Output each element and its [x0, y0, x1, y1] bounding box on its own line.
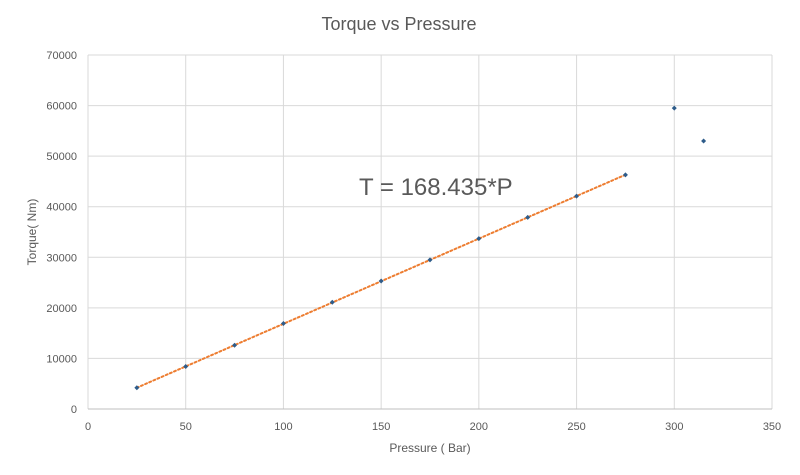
- y-tick-label: 0: [71, 404, 77, 416]
- data-point: [701, 138, 707, 144]
- x-tick-label: 300: [665, 421, 683, 433]
- x-tick-label: 150: [372, 421, 390, 433]
- y-axis-label: Torque( Nm): [25, 199, 39, 266]
- data-point: [232, 342, 238, 348]
- y-tick-label: 20000: [46, 303, 77, 315]
- data-point: [574, 193, 580, 199]
- data-point: [329, 299, 335, 305]
- y-tick-label: 60000: [46, 101, 77, 113]
- y-axis-ticks: 0 10000 20000 30000 40000 50000 60000 70000: [46, 50, 77, 416]
- x-tick-label: 100: [274, 421, 292, 433]
- data-point: [134, 385, 140, 391]
- y-tick-label: 40000: [46, 202, 77, 214]
- data-point: [622, 172, 628, 178]
- chart-title: Torque vs Pressure: [321, 14, 476, 34]
- data-point: [183, 364, 189, 370]
- data-point: [280, 321, 286, 327]
- x-tick-label: 250: [567, 421, 585, 433]
- x-axis-label: Pressure ( Bar): [389, 441, 470, 455]
- y-tick-label: 10000: [46, 353, 77, 365]
- x-tick-label: 50: [180, 421, 192, 433]
- data-point: [476, 236, 482, 242]
- trendline-equation: T = 168.435*P: [359, 174, 513, 201]
- data-point: [671, 105, 677, 111]
- gridlines: [87, 54, 773, 409]
- x-tick-label: 200: [470, 421, 488, 433]
- y-tick-label: 30000: [46, 252, 77, 264]
- data-points: [134, 105, 707, 391]
- x-axis-ticks: 0 50 100 150 200 250 300 350: [85, 421, 781, 433]
- x-tick-label: 350: [763, 421, 781, 433]
- y-tick-label: 50000: [46, 151, 77, 163]
- data-point: [378, 278, 384, 284]
- x-tick-label: 0: [85, 421, 91, 433]
- y-tick-label: 70000: [46, 50, 77, 62]
- data-point: [427, 257, 433, 263]
- data-point: [525, 214, 531, 220]
